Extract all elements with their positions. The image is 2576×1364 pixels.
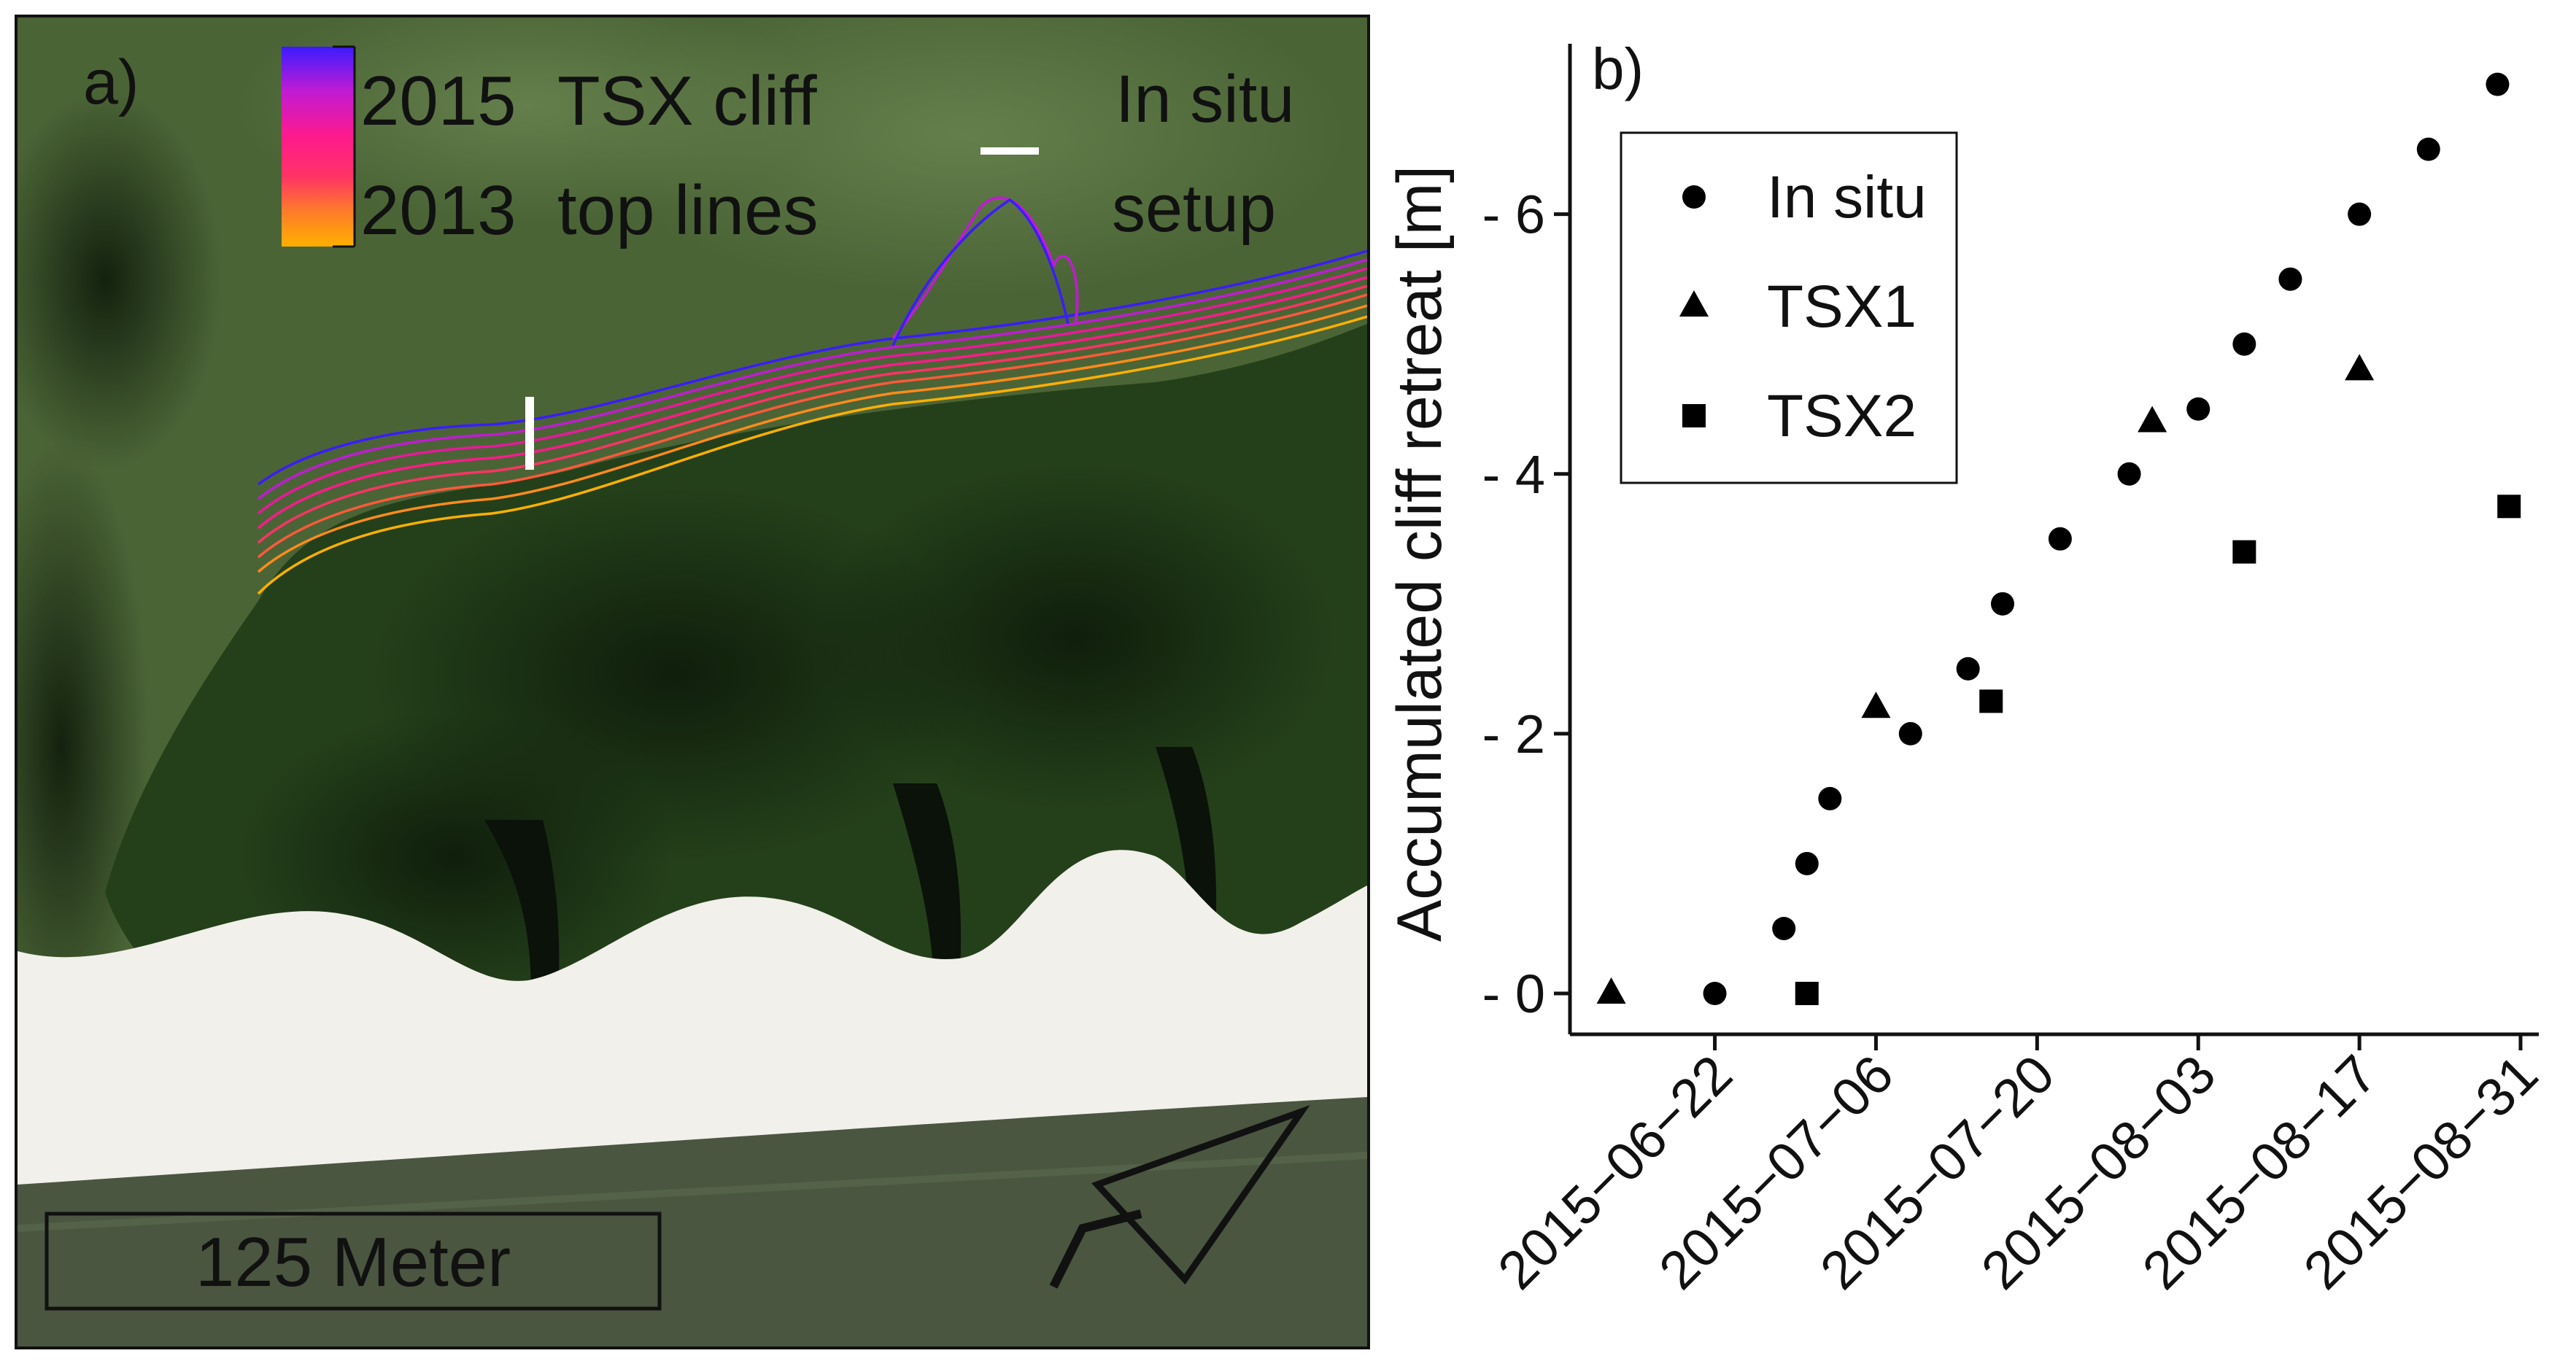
insitu-label-1: In situ — [1115, 62, 1295, 136]
satellite-image — [18, 18, 1367, 1346]
data-point-in-situ — [1818, 786, 1842, 810]
insitu-marker-1 — [980, 147, 1039, 155]
legend-label: In situ — [1767, 164, 1927, 230]
data-point-tsx1 — [2138, 406, 2167, 433]
insitu-label-2: setup — [1112, 171, 1277, 246]
data-point-tsx2 — [1795, 982, 1819, 1005]
satellite-image-panel: a) 2015 TSX cliff 2013 top lines In situ… — [15, 15, 1370, 1349]
data-point-tsx1 — [1596, 977, 1626, 1004]
legend-marker-tsx2 — [1682, 404, 1706, 427]
data-point-in-situ — [2416, 137, 2440, 161]
data-point-in-situ — [2348, 202, 2372, 226]
data-point-in-situ — [2186, 397, 2211, 421]
legend-line-2: top lines — [557, 171, 819, 249]
data-point-in-situ — [2232, 332, 2256, 356]
data-point-in-situ — [1956, 656, 1980, 681]
legend-marker-tsx1 — [1679, 290, 1709, 317]
x-tick-label: 2015−07−20 — [1809, 1044, 2066, 1301]
legend-box — [1620, 131, 1958, 484]
data-point-tsx1 — [1861, 691, 1891, 718]
data-point-in-situ — [1898, 721, 1922, 745]
data-point-in-situ — [1703, 982, 1727, 1005]
north-arrow-icon — [1049, 1105, 1310, 1289]
legend-bottom-year: 2013 — [360, 171, 517, 249]
data-point-in-situ — [1795, 851, 1819, 875]
legend-top-year: 2015 — [360, 62, 517, 140]
x-tick-label: 2015−08−31 — [2292, 1044, 2550, 1301]
x-tick-label: 2015−08−03 — [1970, 1044, 2227, 1301]
x-tick-label: 2015−06−22 — [1486, 1044, 1744, 1301]
legend-label: TSX2 — [1767, 383, 1916, 449]
scale-bar-box — [45, 1212, 662, 1311]
beach — [18, 850, 1367, 1192]
data-point-in-situ — [2486, 72, 2510, 96]
panel-a-label: a) — [83, 47, 139, 117]
legend-marker-in-situ — [1682, 185, 1706, 209]
x-tick-label: 2015−08−17 — [2131, 1044, 2389, 1301]
x-tick-label: 2015−07−06 — [1647, 1044, 1905, 1301]
scale-bar-label: 125 Meter — [195, 1223, 511, 1301]
sea — [18, 1097, 1367, 1346]
panel-b-label: b) — [1592, 36, 1644, 101]
data-point-in-situ — [2048, 527, 2072, 551]
data-point-in-situ — [2117, 462, 2141, 486]
data-point-in-situ — [1991, 592, 2014, 616]
data-point-in-situ — [2278, 267, 2302, 291]
y-tick-label: - 6 — [1482, 185, 1545, 245]
y-tick-label: - 2 — [1482, 704, 1545, 764]
insitu-marker-2 — [525, 397, 534, 470]
data-point-in-situ — [1772, 916, 1796, 940]
y-tick-label: - 4 — [1482, 444, 1545, 505]
data-point-tsx2 — [1979, 689, 2003, 713]
data-point-tsx1 — [2345, 354, 2375, 381]
legend-line-1: TSX cliff — [557, 62, 817, 140]
data-point-tsx2 — [2232, 540, 2256, 564]
legend-label: TSX1 — [1767, 274, 1916, 340]
data-point-tsx2 — [2497, 495, 2521, 519]
y-axis-label: Accumulated cliff retreat [m] — [1385, 166, 1455, 942]
cliff-top-lines — [257, 196, 1367, 595]
y-tick-label: - 0 — [1482, 964, 1545, 1024]
legend-color-bar — [282, 47, 355, 247]
